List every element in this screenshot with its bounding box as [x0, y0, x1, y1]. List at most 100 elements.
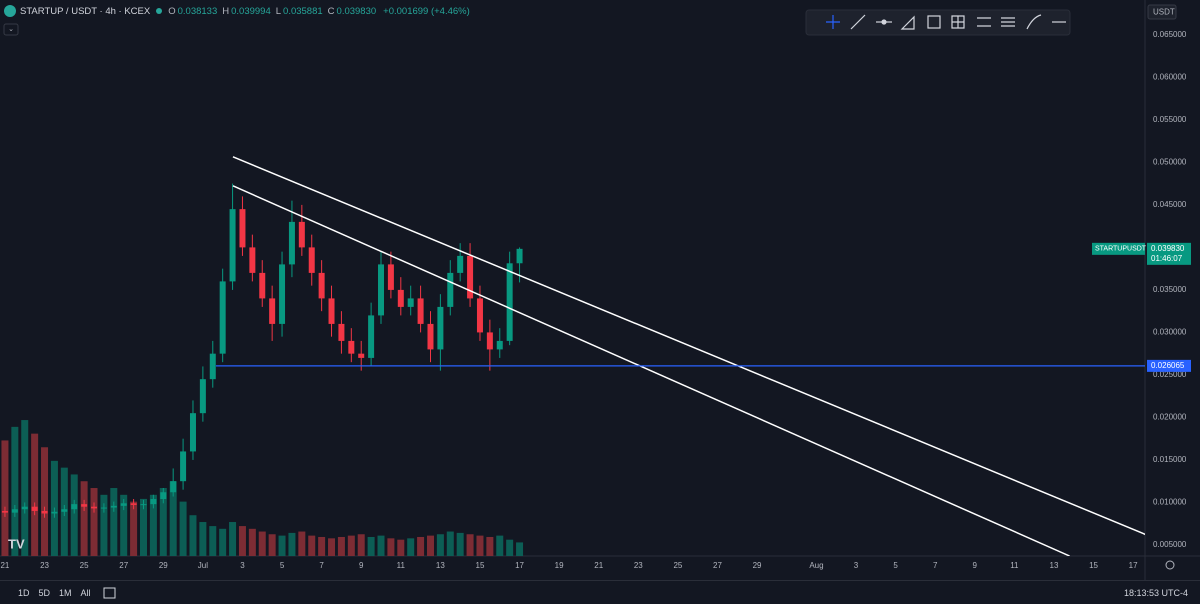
trendline: [232, 156, 1145, 536]
volume-bar: [139, 498, 147, 556]
volume-bar: [506, 539, 514, 556]
date-range-button[interactable]: [103, 586, 117, 600]
x-tick-label: 25: [673, 561, 682, 570]
candle-body: [288, 221, 295, 265]
drawing-toolbar: [805, 9, 1071, 36]
channel-tool[interactable]: [977, 17, 991, 27]
volume-bar: [21, 420, 29, 556]
candle-body: [150, 499, 157, 505]
x-tick-label: 27: [119, 561, 128, 570]
volume-bar: [120, 494, 128, 556]
parallel-tool[interactable]: [1001, 17, 1015, 27]
range-button[interactable]: All: [80, 588, 91, 598]
x-tick-label: 15: [476, 561, 485, 570]
volume-bar: [31, 433, 39, 556]
y-tick-label: 0.020000: [1153, 413, 1187, 422]
candle-body: [467, 255, 474, 299]
candle-body: [308, 247, 315, 273]
range-button[interactable]: 1D: [18, 588, 30, 598]
candle-body: [130, 503, 137, 505]
y-tick-label: 0.055000: [1153, 115, 1187, 124]
x-tick-label: 3: [240, 561, 245, 570]
x-tick-label: Jul: [198, 561, 208, 570]
x-tick-label: 17: [515, 561, 524, 570]
volume-bar: [486, 536, 494, 556]
ohlc-value: 0.038133: [177, 5, 218, 17]
volume-bar: [258, 531, 266, 556]
symbol-logo: [4, 5, 16, 17]
price-label: 0.026065: [1151, 361, 1185, 370]
y-tick-label: 0.050000: [1153, 157, 1187, 166]
candle-body: [209, 353, 216, 380]
crosshair-tool[interactable]: [826, 15, 840, 29]
volume-bar: [80, 481, 88, 556]
settings-button[interactable]: [1165, 560, 1175, 570]
symbol-tag-bg: [1092, 242, 1145, 255]
x-tick-label: 9: [359, 561, 364, 570]
volume-bar: [70, 474, 78, 556]
candle-body: [328, 298, 335, 324]
collapse-button[interactable]: [3, 23, 19, 36]
ohlc-value: 0.035881: [283, 5, 323, 17]
candle-body: [199, 379, 206, 414]
currency-select[interactable]: [1147, 4, 1177, 20]
currency-label: USDT: [1153, 8, 1175, 17]
volume-bar: [456, 532, 464, 556]
x-tick-label: 27: [713, 561, 722, 570]
candle-body: [1, 510, 8, 513]
range-button[interactable]: 1M: [59, 588, 72, 598]
x-tick-label: 25: [80, 561, 89, 570]
plot-pane: [1, 156, 1145, 556]
volume-bar: [476, 535, 484, 556]
candle-body: [348, 340, 355, 354]
x-tick-label: 7: [933, 561, 938, 570]
candle-body: [249, 247, 256, 273]
candle-body: [457, 255, 464, 273]
volume-bar: [328, 538, 336, 556]
legend-header: STARTUP / USDT · 4h · KCEX O 0.038133 H 0.0…: [4, 5, 470, 17]
volume-bar: [357, 534, 365, 556]
volume-bar: [159, 488, 167, 556]
candle-body: [397, 289, 404, 307]
brush-tool[interactable]: [1026, 14, 1042, 30]
fib-tool[interactable]: [900, 15, 915, 30]
volume-bar: [189, 515, 197, 556]
candle-body: [318, 272, 325, 299]
change: +0.001699 (+4.46%): [383, 5, 470, 17]
candle-body: [31, 506, 38, 511]
tv-logo: TV: [8, 536, 25, 551]
candle-body: [51, 511, 58, 514]
candle-body: [437, 306, 444, 350]
y-tick-label: 0.025000: [1153, 370, 1187, 379]
y-tick-label: 0.045000: [1153, 200, 1187, 209]
candle-body: [140, 504, 147, 506]
symbol-tag: STARTUPUSDT: [1095, 246, 1147, 253]
volume-bar: [288, 532, 296, 556]
y-tick-label: 0.005000: [1153, 540, 1187, 549]
x-tick-label: 17: [1129, 561, 1138, 570]
volume-bar: [179, 501, 187, 556]
range-button[interactable]: 5D: [38, 588, 51, 598]
candle-body: [486, 332, 493, 350]
volume-bar: [347, 535, 355, 556]
candle-body: [219, 281, 226, 354]
grid-tool[interactable]: [951, 15, 965, 29]
candle-body: [447, 272, 454, 307]
candle-body: [229, 209, 236, 282]
rect-tool[interactable]: [927, 15, 941, 29]
candle-body: [160, 492, 167, 500]
volume-bar: [41, 447, 49, 556]
volume-bar: [268, 534, 276, 556]
volume-bar: [229, 522, 237, 556]
volume-bar: [238, 526, 246, 556]
trendline-tool[interactable]: [850, 14, 866, 30]
volume-bar: [436, 534, 444, 556]
volume-bar: [496, 535, 504, 556]
bottom-toolbar: 1D 5D 1M All 18:13:53 UTC-4: [0, 580, 1200, 604]
price-label-bg: [1147, 359, 1191, 372]
candle-body: [189, 413, 196, 452]
candle-body: [358, 353, 365, 358]
volume-bar: [466, 534, 474, 556]
candle-body: [120, 503, 127, 506]
